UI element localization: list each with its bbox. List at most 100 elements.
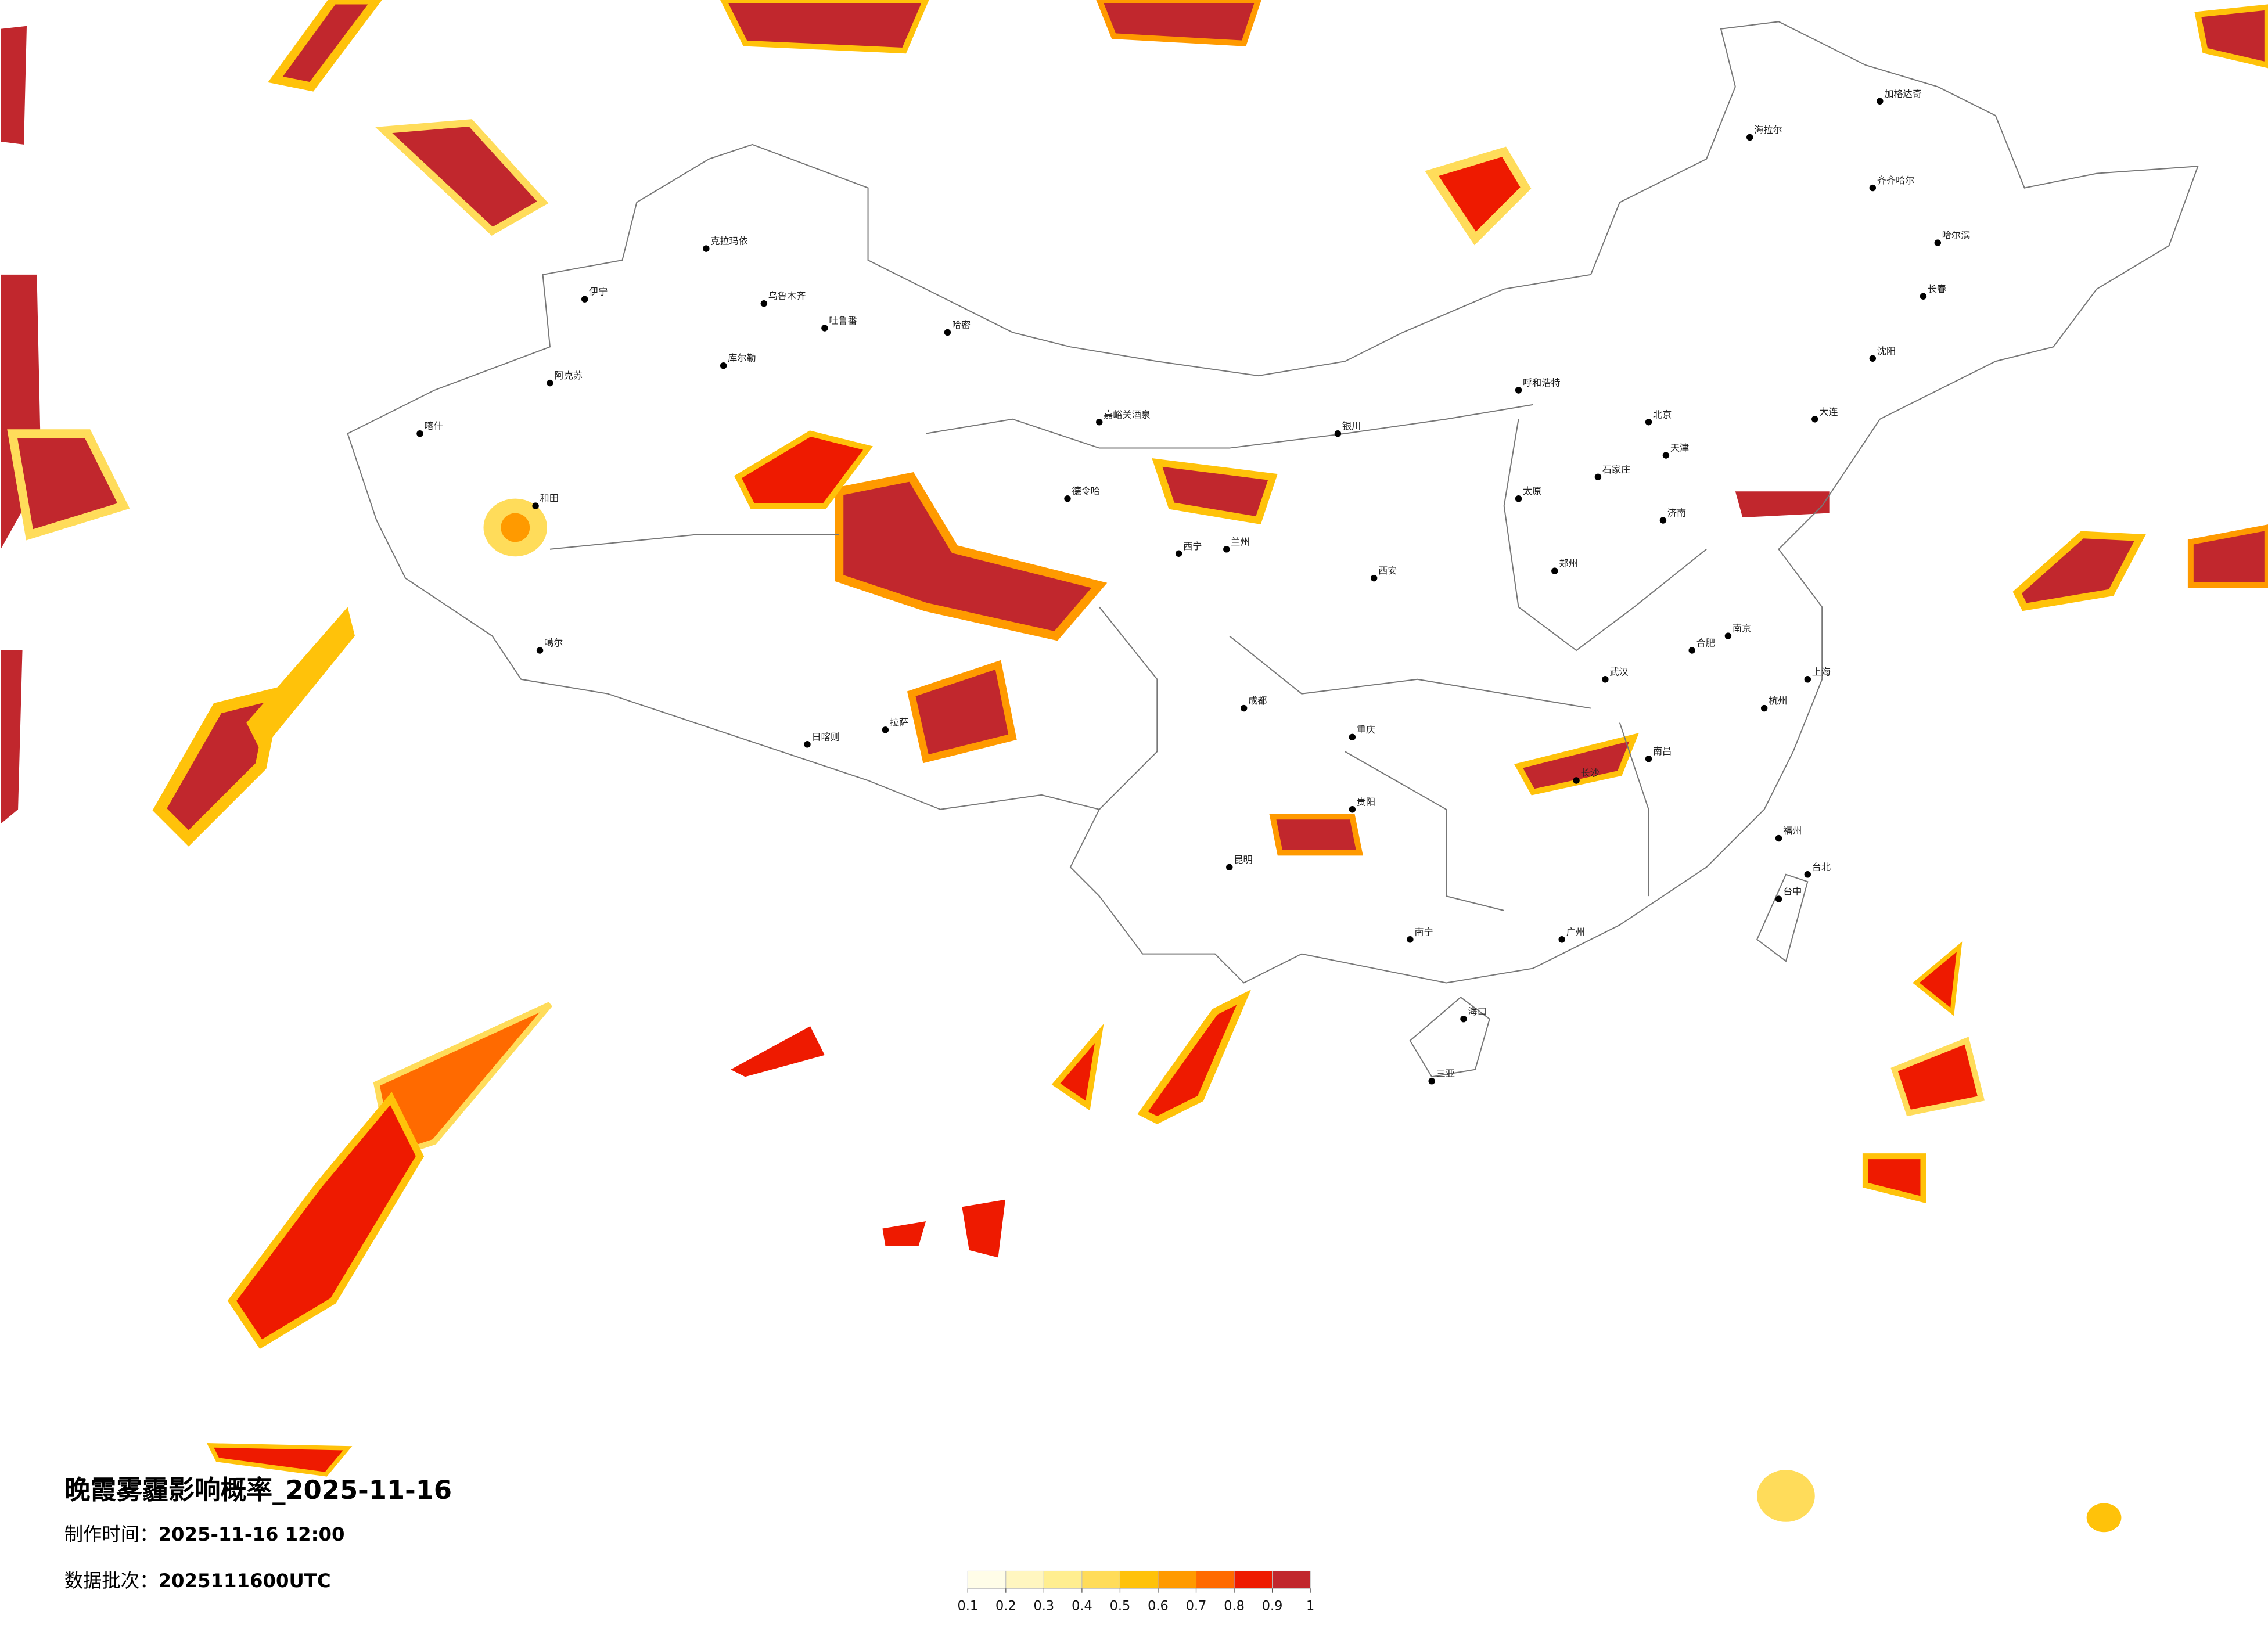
city-label: 噶尔: [544, 638, 563, 649]
city-label: 西安: [1378, 565, 1397, 576]
colorbar-tick-label: 0.6: [1148, 1599, 1169, 1614]
city-dot: [703, 245, 710, 252]
city-dot: [1370, 574, 1378, 582]
city-dot: [1551, 567, 1558, 574]
colorbar-swatch: [1234, 1570, 1273, 1589]
city-label: 武汉: [1609, 666, 1628, 677]
city-dot: [1334, 430, 1342, 437]
city-label: 克拉玛依: [710, 236, 748, 247]
city-dot: [760, 300, 768, 307]
colorbar-tick-label: 1: [1306, 1599, 1314, 1614]
city-dot: [1659, 517, 1667, 524]
city-dot: [1804, 871, 1811, 878]
production-time: 制作时间：2025-11-16 12:00: [64, 1523, 345, 1545]
colorbar-swatch: [1196, 1570, 1235, 1589]
colorbar-tick-label: 0.1: [957, 1599, 978, 1614]
city-label: 福州: [1783, 825, 1802, 836]
city-dot: [1760, 704, 1768, 712]
colorbar-swatch: [1005, 1570, 1044, 1589]
city-label: 贵阳: [1357, 796, 1375, 807]
city-label: 兰州: [1231, 536, 1249, 547]
value: 2025111600UTC: [158, 1570, 330, 1592]
colorbar-swatch: [1043, 1570, 1083, 1589]
colorbar-swatch: [1081, 1570, 1120, 1589]
city-label: 南昌: [1653, 746, 1672, 757]
colorbar-tick-label: 0.7: [1186, 1599, 1207, 1614]
boundaries: [347, 21, 2199, 1078]
city-label: 昆明: [1234, 854, 1252, 865]
city-dot: [1724, 632, 1732, 639]
city-dot: [1240, 704, 1248, 712]
city-label: 哈密: [952, 319, 971, 330]
city-dot: [1775, 895, 1782, 902]
city-dot: [1515, 387, 1522, 394]
city-label: 伊宁: [589, 286, 608, 297]
city-dot: [547, 379, 553, 387]
city-label: 石家庄: [1602, 464, 1630, 475]
city-dot: [1645, 419, 1652, 426]
colorbar-tick-label: 0.4: [1072, 1599, 1092, 1614]
city-label: 广州: [1566, 926, 1585, 937]
colorbar-swatch: [967, 1570, 1007, 1589]
city-label: 吐鲁番: [829, 315, 857, 326]
city-label: 重庆: [1357, 724, 1375, 735]
city-label: 和田: [540, 493, 559, 504]
colorbar-swatch: [1119, 1570, 1159, 1589]
haze-probability-field: [1, 0, 2268, 1533]
city-label: 齐齐哈尔: [1877, 175, 1915, 186]
city-dot: [1688, 647, 1695, 654]
city-label: 哈尔滨: [1942, 230, 1970, 241]
city-dot: [581, 296, 588, 303]
colorbar-swatch: [1272, 1570, 1311, 1589]
city-dot: [1775, 834, 1782, 842]
colorbar-tick-label: 0.8: [1224, 1599, 1245, 1614]
colorbar-swatch: [1158, 1570, 1197, 1589]
city-dot: [1746, 134, 1753, 141]
colorbar-tick-label: 0.5: [1110, 1599, 1131, 1614]
city-label: 天津: [1670, 443, 1689, 454]
city-dot: [1223, 546, 1230, 553]
city-label: 台中: [1783, 886, 1802, 897]
city-label: 上海: [1812, 666, 1831, 677]
city-dot: [804, 741, 811, 748]
city-dot: [1428, 1077, 1435, 1085]
city-label: 长沙: [1581, 768, 1600, 779]
city-label: 银川: [1342, 420, 1361, 431]
city-dot: [821, 325, 828, 332]
colorbar-tick-label: 0.9: [1262, 1599, 1283, 1614]
colorbar: 0.1 0.2 0.3 0.4 0.5 0.6 0.7 0.8 0.9 1: [957, 1570, 1314, 1614]
colorbar-tick-label: 0.3: [1034, 1599, 1055, 1614]
city-label: 拉萨: [890, 717, 908, 728]
city-label: 三亚: [1436, 1068, 1455, 1079]
city-dot: [1407, 936, 1414, 943]
city-label: 台北: [1812, 861, 1831, 872]
label: 制作时间：: [64, 1523, 159, 1545]
city-label: 长春: [1928, 283, 1946, 294]
city-dot: [1349, 733, 1356, 741]
city-label: 合肥: [1696, 638, 1715, 649]
city-label: 阿克苏: [554, 370, 582, 381]
city-dot: [536, 647, 544, 654]
city-dot: [1064, 495, 1071, 502]
data-batch: 数据批次：2025111600UTC: [64, 1570, 331, 1592]
city-dot: [1662, 452, 1670, 459]
city-dot: [720, 362, 727, 369]
city-label: 北京: [1653, 409, 1672, 420]
city-dot: [1811, 416, 1818, 423]
map-title: 晚霞雾霾影响概率_2025-11-16: [64, 1474, 452, 1505]
city-dot: [1515, 495, 1522, 502]
city-label: 济南: [1667, 508, 1686, 519]
value: 2025-11-16 12:00: [158, 1523, 344, 1545]
city-dot: [1804, 676, 1811, 683]
city-label: 库尔勒: [728, 352, 756, 364]
city-label: 沈阳: [1877, 346, 1896, 357]
city-dot: [1175, 550, 1182, 557]
city-dot: [1602, 676, 1609, 683]
city-label: 日喀则: [811, 731, 839, 742]
city-dot: [416, 430, 423, 437]
city-dot: [1934, 239, 1942, 246]
city-label: 海拉尔: [1754, 124, 1782, 135]
label: 数据批次：: [64, 1570, 159, 1592]
